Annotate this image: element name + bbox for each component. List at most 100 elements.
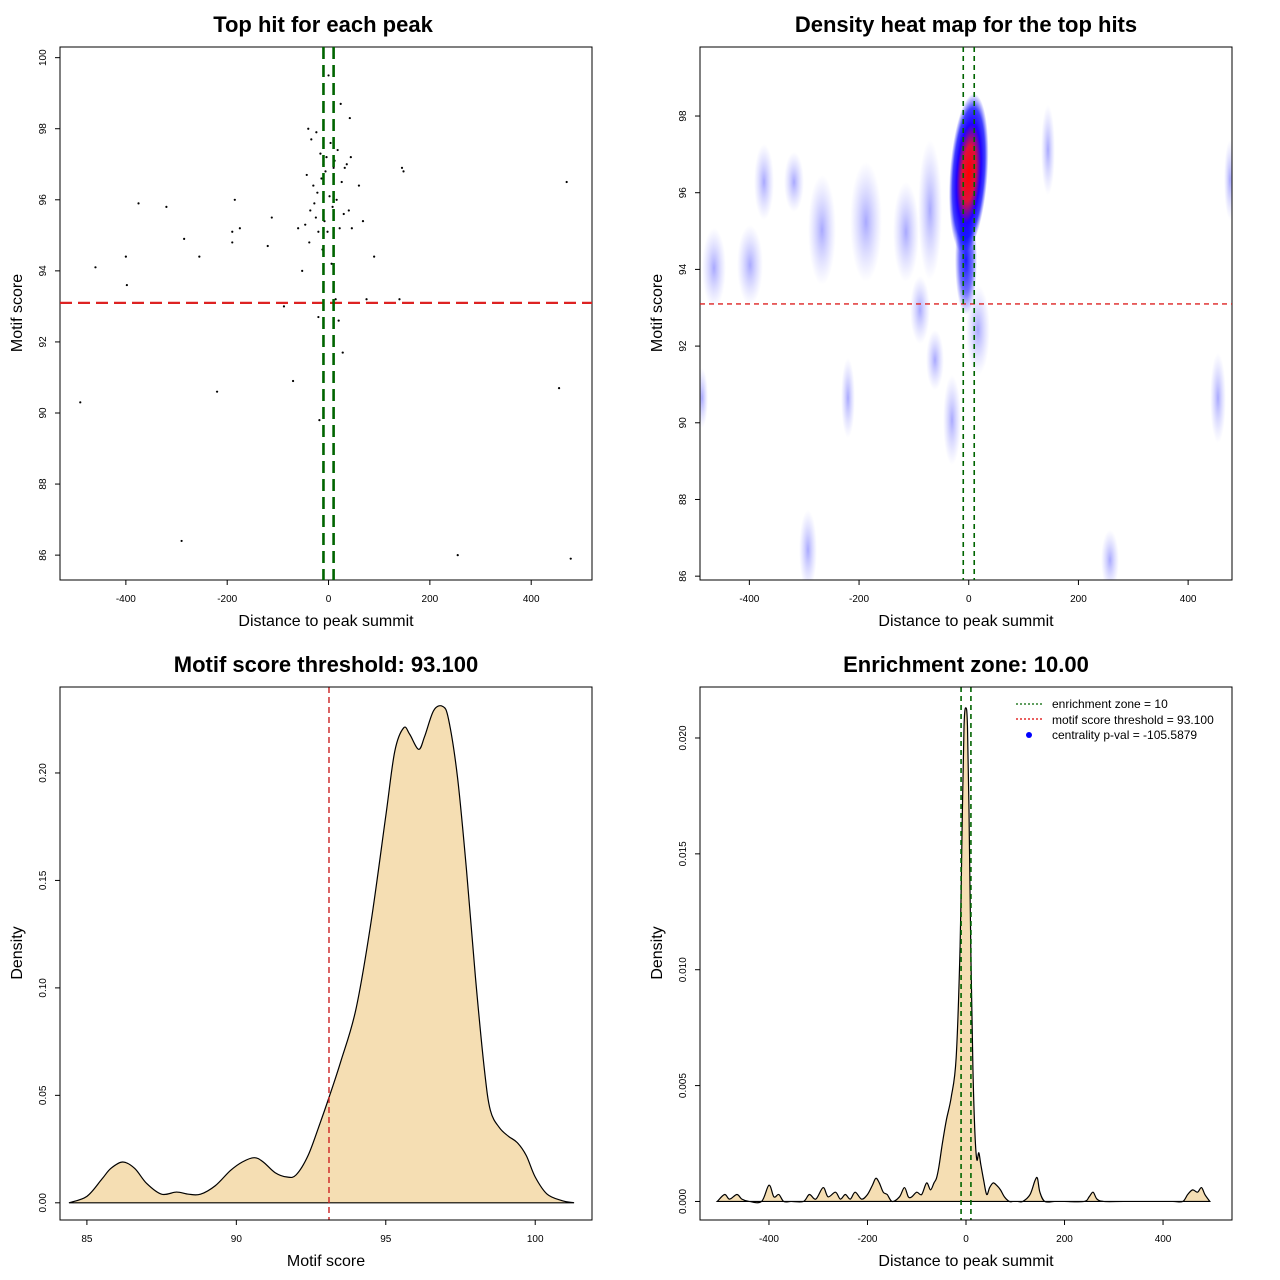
scatter-y-tick-label: 90 xyxy=(38,407,49,419)
scatter-point xyxy=(198,255,201,258)
panel-scatter: Top hit for each peak -400 -200 0 200 400 86… xyxy=(9,12,593,630)
scatter-point xyxy=(327,74,330,77)
scatter-point xyxy=(238,227,241,230)
heatmap-x-axis-label: Distance to peak summit xyxy=(878,613,1054,630)
heatmap-blob xyxy=(1224,140,1232,220)
distance-density-x-tick-label: 200 xyxy=(1056,1234,1073,1245)
heatmap-x-tick-label: 400 xyxy=(1180,594,1197,605)
scatter-point xyxy=(79,401,82,404)
scatter-point xyxy=(317,230,320,233)
scatter-point xyxy=(233,198,236,201)
scatter-point xyxy=(183,237,186,240)
heatmap-y-tick-label: 90 xyxy=(678,417,689,429)
scatter-y-tick-label: 88 xyxy=(38,478,49,490)
score-density-x-tick-label: 85 xyxy=(81,1234,93,1245)
scatter-title: Top hit for each peak xyxy=(213,12,433,37)
distance-density-y-ticks: 0.000 0.005 0.010 0.015 0.020 xyxy=(678,725,700,1214)
scatter-point xyxy=(326,230,329,233)
scatter-point xyxy=(325,156,328,159)
scatter-y-tick-label: 98 xyxy=(38,123,49,135)
heatmap-x-tick-label: 200 xyxy=(1070,594,1087,605)
scatter-point xyxy=(331,205,334,208)
scatter-point xyxy=(456,554,459,557)
heatmap-blob xyxy=(702,228,726,308)
scatter-x-tick-label: 200 xyxy=(422,594,439,605)
scatter-point xyxy=(343,166,346,169)
scatter-points xyxy=(79,74,572,560)
heatmap-x-tick-label: -400 xyxy=(739,594,759,605)
scatter-point xyxy=(345,163,348,166)
score-density-y-tick-label: 0.10 xyxy=(38,978,49,998)
distance-density-x-ticks: -400 -200 0 200 400 xyxy=(759,1220,1172,1245)
distance-density-x-tick-label: 400 xyxy=(1155,1234,1172,1245)
heatmap-blob xyxy=(841,358,855,438)
heatmap-y-tick-label: 98 xyxy=(678,110,689,122)
scatter-point xyxy=(309,209,312,212)
scatter-y-tick-label: 94 xyxy=(38,265,49,277)
heatmap-blob xyxy=(784,152,804,212)
heatmap-blob xyxy=(966,285,990,375)
scatter-point xyxy=(337,319,340,322)
heatmap-blob xyxy=(737,225,763,305)
scatter-point xyxy=(312,184,315,187)
heatmap-blob xyxy=(926,330,944,390)
distance-density-x-tick-label: -200 xyxy=(857,1234,877,1245)
scatter-y-tick-label: 96 xyxy=(38,194,49,206)
scatter-point xyxy=(215,390,219,393)
distance-density-x-tick-label: 0 xyxy=(963,1234,969,1245)
heatmap-y-ticks: 86 88 90 92 94 96 98 xyxy=(678,110,700,582)
scatter-point xyxy=(308,241,311,244)
scatter-point xyxy=(373,255,376,258)
scatter-point xyxy=(340,180,343,184)
scatter-point xyxy=(320,177,323,180)
scatter-x-ticks: -400 -200 0 200 400 xyxy=(116,580,540,605)
heatmap-blob xyxy=(918,140,942,280)
score-density-y-axis-label: Density xyxy=(9,926,26,979)
score-density-y-tick-label: 0.00 xyxy=(38,1193,49,1213)
score-density-x-tick-label: 90 xyxy=(231,1234,243,1245)
scatter-x-tick-label: -200 xyxy=(217,594,237,605)
scatter-x-axis-label: Distance to peak summit xyxy=(238,613,414,630)
scatter-point xyxy=(231,230,234,233)
heatmap-y-tick-label: 96 xyxy=(678,187,689,199)
legend-label-score-threshold: motif score threshold = 93.100 xyxy=(1052,713,1214,727)
scatter-point xyxy=(301,269,304,272)
scatter-point xyxy=(318,419,321,422)
scatter-point xyxy=(316,191,319,194)
scatter-point xyxy=(304,223,307,226)
scatter-point xyxy=(348,116,351,120)
heatmap-density-layer xyxy=(700,47,1232,580)
panel-heatmap: Density heat map for the top hits xyxy=(649,12,1233,630)
scatter-point xyxy=(402,170,405,173)
scatter-point xyxy=(569,557,572,560)
scatter-point xyxy=(338,227,341,230)
scatter-point xyxy=(305,173,308,177)
scatter-point xyxy=(341,351,344,354)
scatter-y-tick-label: 92 xyxy=(38,336,49,348)
scatter-point xyxy=(314,216,317,219)
scatter-x-tick-label: 400 xyxy=(523,594,540,605)
distance-density-x-tick-label: -400 xyxy=(759,1234,779,1245)
scatter-point xyxy=(349,156,352,159)
heatmap-blob xyxy=(850,162,882,282)
score-density-y-tick-label: 0.20 xyxy=(38,763,49,783)
scatter-point xyxy=(315,131,318,134)
panel-score-density: Motif score threshold: 93.100 85 90 95 100 … xyxy=(9,652,593,1270)
heatmap-x-ticks: -400 -200 0 200 400 xyxy=(739,580,1197,605)
score-density-title: Motif score threshold: 93.100 xyxy=(174,652,478,677)
distance-density-y-tick-label: 0.020 xyxy=(678,725,689,750)
score-density-area xyxy=(68,705,575,1204)
panel-distance-density: Enrichment zone: 10.00 -400 -200 0 200 400 0… xyxy=(649,652,1233,1270)
scatter-point xyxy=(339,102,342,105)
scatter-point xyxy=(180,539,183,543)
scatter-point xyxy=(231,241,234,244)
distance-density-legend: enrichment zone = 10 motif score thresho… xyxy=(1016,697,1214,742)
scatter-point xyxy=(307,127,310,130)
score-density-x-axis-label: Motif score xyxy=(287,1253,365,1270)
heatmap-plot-frame xyxy=(699,46,1233,581)
scatter-point xyxy=(291,379,295,383)
scatter-point xyxy=(565,180,568,184)
legend-label-centrality: centrality p-val = -105.5879 xyxy=(1052,728,1197,742)
scatter-point xyxy=(319,152,322,155)
